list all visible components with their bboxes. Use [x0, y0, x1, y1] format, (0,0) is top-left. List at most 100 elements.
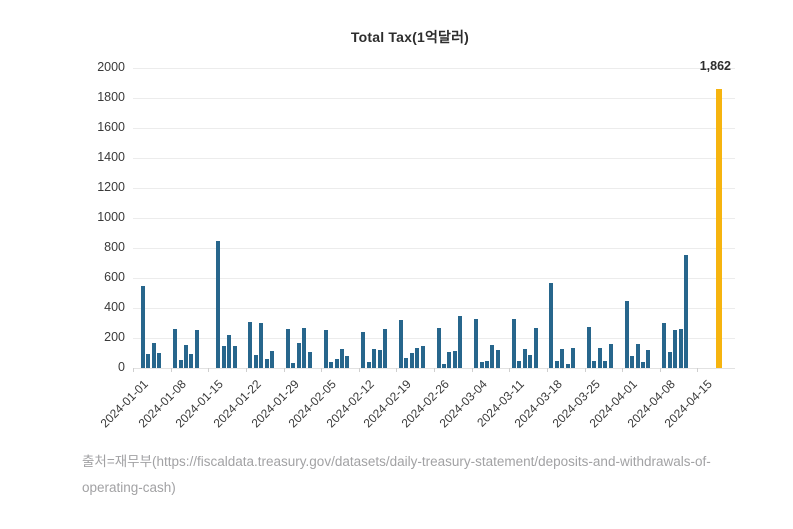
gridline-800: [133, 248, 735, 249]
bar: [441, 363, 446, 368]
bar: [151, 342, 156, 368]
x-axis-label: 2024-01-01: [97, 377, 151, 431]
highlight-bar: [716, 88, 723, 368]
bar: [673, 329, 678, 368]
bar: [490, 344, 495, 368]
bar: [270, 350, 275, 368]
bar: [189, 353, 194, 368]
chart-title: Total Tax(1억달러): [350, 29, 470, 45]
gridline-1600: [133, 128, 735, 129]
x-axis-tick: [697, 368, 699, 372]
bar: [216, 241, 221, 368]
bar: [684, 254, 689, 368]
x-axis-tick: [659, 368, 661, 372]
y-axis-label: 1800: [97, 90, 125, 104]
bar: [361, 332, 366, 368]
bar: [146, 353, 151, 368]
bar: [452, 350, 457, 368]
bar: [383, 329, 388, 368]
bar: [323, 329, 328, 368]
bar: [447, 352, 452, 368]
bar: [624, 301, 629, 368]
bar: [302, 328, 307, 368]
bar: [404, 358, 409, 368]
bar: [264, 359, 269, 368]
bar: [398, 320, 403, 368]
bar: [560, 349, 565, 368]
x-axis-tick: [283, 368, 285, 372]
bar: [533, 327, 538, 368]
bar: [517, 361, 522, 368]
gridline-1400: [133, 158, 735, 159]
x-axis-tick: [358, 368, 360, 372]
y-axis-label: 1200: [97, 180, 125, 194]
bar: [479, 362, 484, 368]
x-axis-tick: [509, 368, 511, 372]
gridline-1000: [133, 218, 735, 219]
bar: [485, 360, 490, 368]
y-axis-label: 0: [118, 360, 125, 374]
source-citation: 출처=재무부(https://fiscaldata.treasury.gov/d…: [82, 449, 730, 500]
bar: [646, 350, 651, 368]
bar: [587, 326, 591, 368]
bar: [232, 346, 237, 368]
bar: [221, 345, 226, 368]
y-axis-label: 400: [104, 300, 125, 314]
bar: [377, 350, 382, 368]
bar: [554, 361, 559, 368]
bar: [415, 347, 420, 368]
bar: [366, 362, 371, 368]
bar: [528, 354, 533, 368]
bar: [345, 356, 350, 368]
bar: [667, 352, 672, 368]
bar: [329, 362, 334, 368]
bar: [307, 352, 312, 368]
x-axis-tick: [208, 368, 210, 372]
x-axis-tick: [622, 368, 624, 372]
bar: [511, 319, 516, 368]
bar: [592, 361, 597, 368]
bar: [522, 349, 527, 368]
bar: [291, 362, 296, 368]
gridline-400: [133, 308, 735, 309]
bar: [436, 327, 441, 368]
bar: [194, 329, 199, 368]
x-axis-tick: [321, 368, 323, 372]
bar: [334, 359, 339, 368]
bar: [474, 319, 479, 368]
gridline-1200: [133, 188, 735, 189]
y-axis-label: 2000: [97, 60, 125, 74]
bar: [157, 353, 162, 368]
bar: [565, 363, 570, 368]
bar: [608, 344, 613, 368]
source-line-1: 출처=재무부(https://fiscaldata.treasury.gov/d…: [82, 454, 711, 469]
bar: [549, 283, 554, 368]
x-axis-tick: [133, 368, 134, 372]
bar: [571, 347, 576, 368]
bar: [140, 286, 145, 368]
x-axis-tick: [170, 368, 172, 372]
gridline-2000: [133, 68, 735, 69]
gridline-600: [133, 278, 735, 279]
x-axis-tick: [471, 368, 473, 372]
y-axis-label: 800: [104, 240, 125, 254]
source-line-2: operating-cash): [82, 479, 176, 495]
x-axis-tick: [546, 368, 548, 372]
bar: [248, 321, 253, 368]
bar: [173, 329, 178, 368]
x-axis-tick: [245, 368, 247, 372]
y-axis-label: 1000: [97, 210, 125, 224]
bar: [420, 346, 425, 368]
bar: [678, 329, 683, 368]
y-axis-label: 1400: [97, 150, 125, 164]
gridline-200: [133, 338, 735, 339]
bar: [640, 362, 645, 368]
bar: [458, 315, 463, 368]
bar: [253, 355, 258, 368]
y-axis-label: 200: [104, 330, 125, 344]
bar: [630, 356, 635, 368]
bar: [259, 323, 264, 368]
bar: [286, 329, 290, 368]
x-axis-tick: [584, 368, 586, 372]
